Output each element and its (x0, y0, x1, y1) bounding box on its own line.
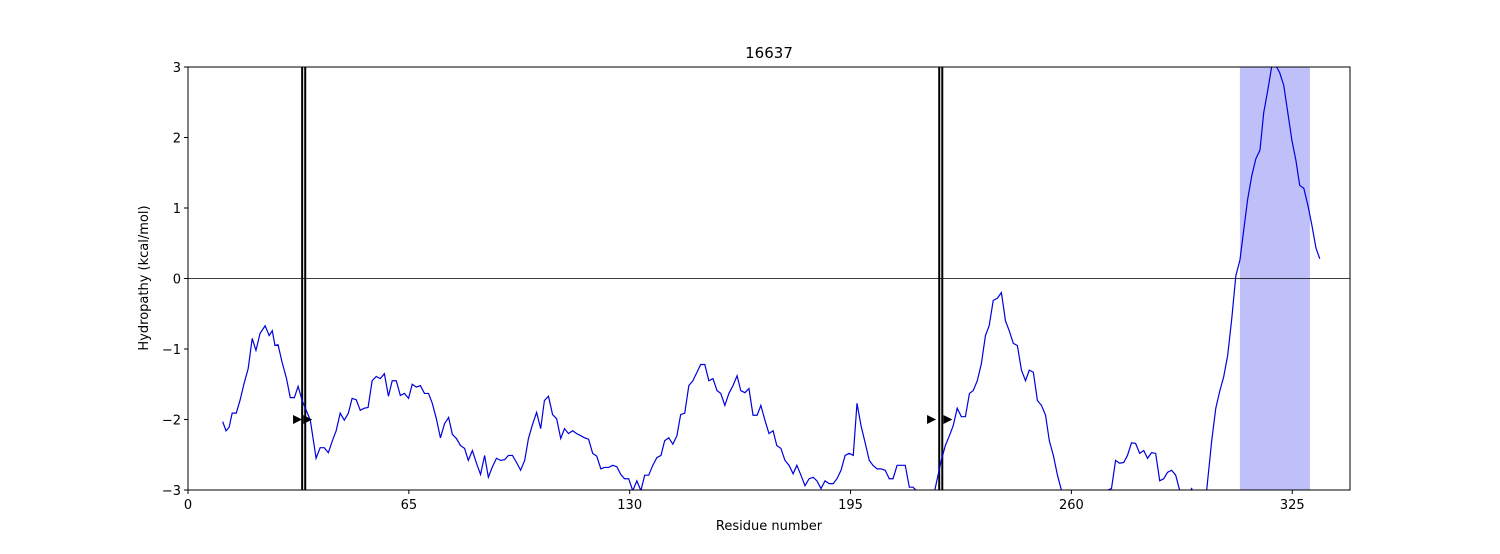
plot-frame (187, 66, 1351, 491)
x-tick-label: 325 (1280, 498, 1305, 513)
plot-area (188, 67, 1350, 490)
data-line (222, 67, 1321, 490)
y-tick-label: 3 (173, 61, 181, 76)
x-tick-label: 195 (838, 498, 863, 513)
y-tick-label: −1 (162, 343, 181, 358)
y-tick-label: 0 (173, 273, 181, 288)
y-axis-label: Hydropathy (kcal/mol) (137, 205, 152, 350)
x-tick-label: 260 (1059, 498, 1084, 513)
y-tick-label: 1 (173, 202, 181, 217)
x-tick-label: 65 (401, 498, 418, 513)
x-axis-label: Residue number (716, 519, 823, 534)
x-tick-label: 130 (617, 498, 642, 513)
marker (943, 415, 953, 424)
chart-title: 16637 (745, 44, 793, 62)
x-tick-label: 0 (184, 498, 192, 513)
y-tick-label: −3 (162, 484, 181, 499)
y-tick-label: 2 (173, 132, 181, 147)
marker (927, 415, 937, 424)
y-tick-label: −2 (162, 414, 181, 429)
marker (293, 415, 303, 424)
marker (303, 415, 313, 424)
